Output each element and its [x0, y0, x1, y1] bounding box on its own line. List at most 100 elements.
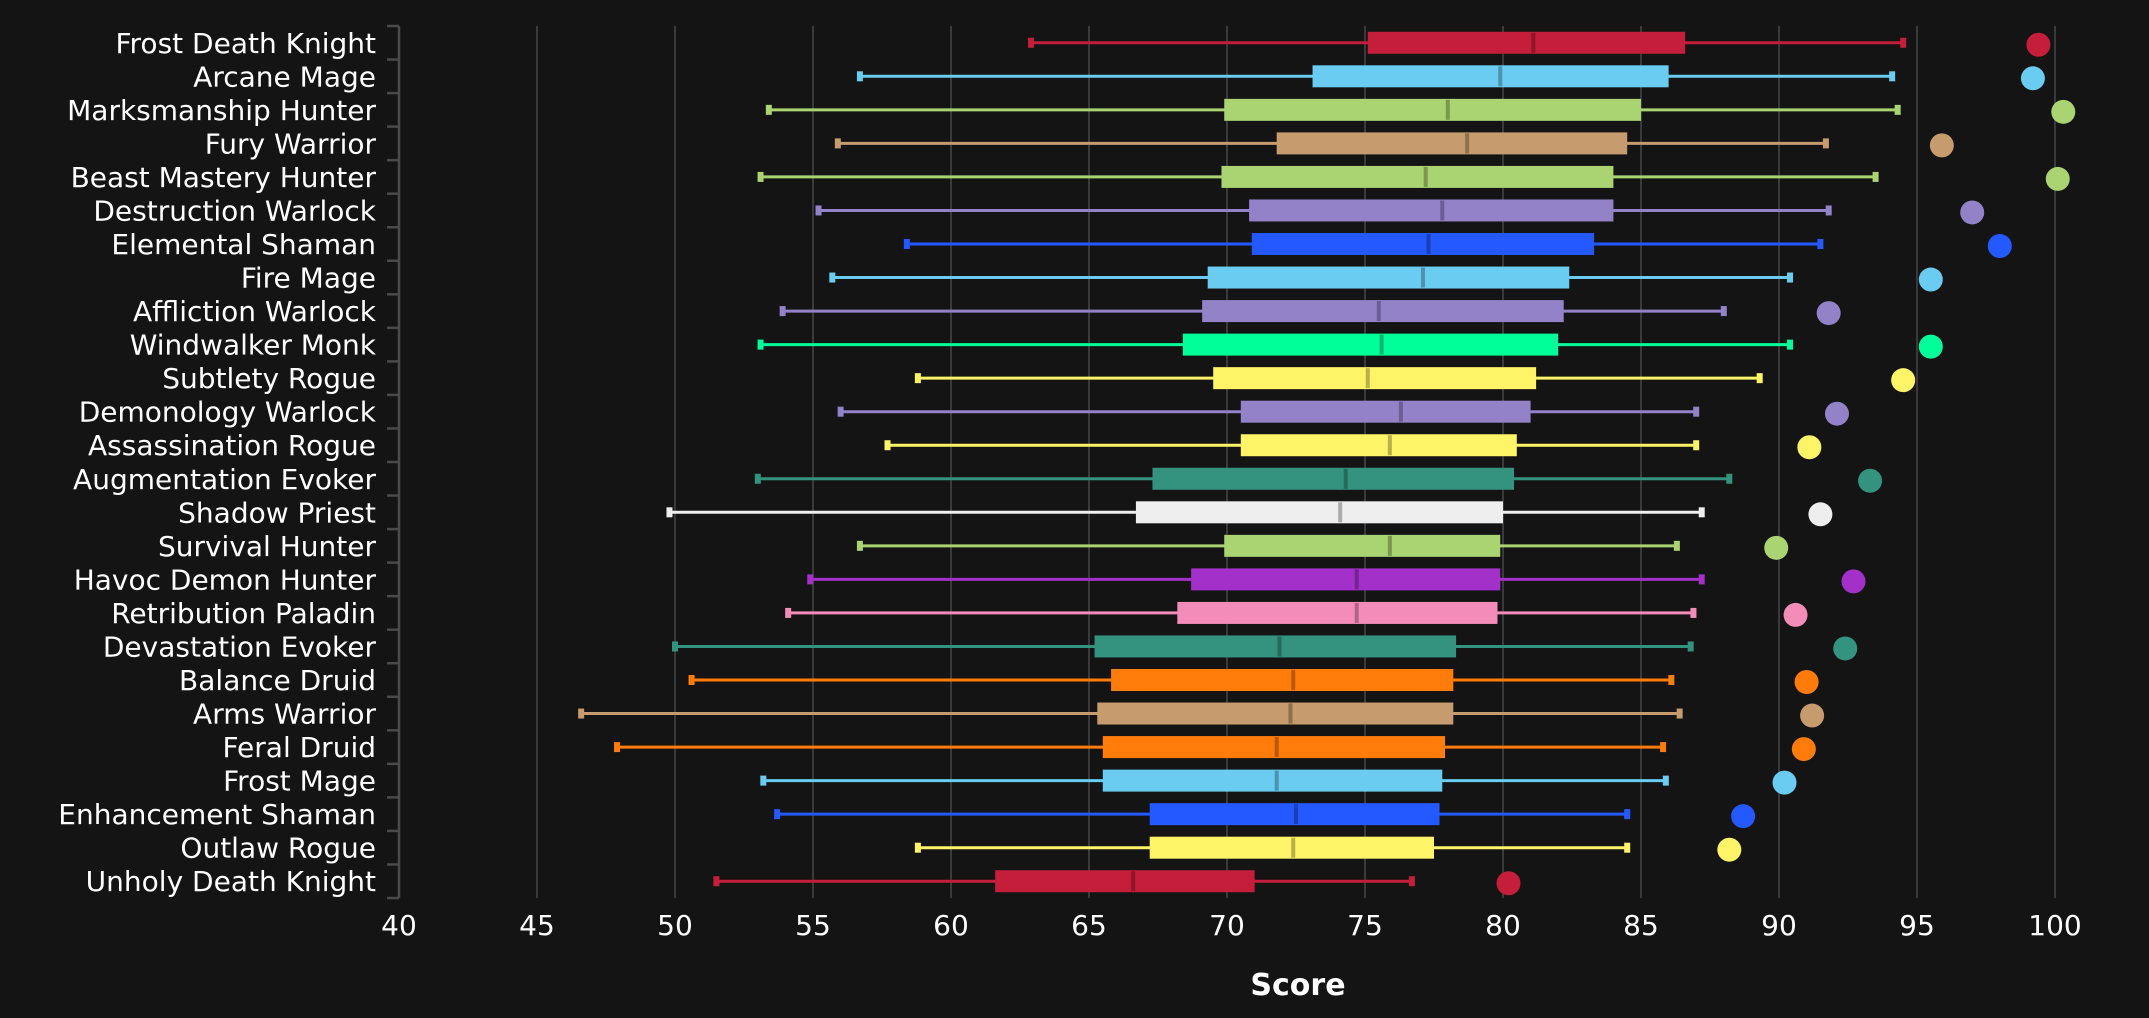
whisker-cap-low	[837, 406, 844, 417]
iqr-box	[1213, 367, 1537, 390]
x-tick-label: 45	[519, 909, 555, 942]
max-point	[1891, 368, 1916, 393]
whisker-cap-low	[807, 574, 814, 585]
whisker-cap-high	[1693, 440, 1700, 451]
whisker-cap-low	[666, 507, 673, 518]
iqr-box	[1202, 300, 1564, 323]
whisker-cap-high	[1698, 574, 1705, 585]
whisker-cap-low	[903, 239, 910, 249]
x-tick-label: 95	[1899, 909, 1935, 942]
max-point	[2051, 99, 2076, 124]
category-label: Arcane Mage	[193, 60, 376, 93]
y-axis	[387, 24, 401, 900]
median-line	[1274, 770, 1279, 791]
iqr-box	[1191, 568, 1501, 591]
x-axis-title: Score	[1250, 968, 1345, 1003]
category-label: Beast Mastery Hunter	[71, 161, 377, 194]
max-point	[1929, 133, 1954, 158]
whisker-cap-high	[1872, 171, 1879, 182]
boxplot-row	[914, 836, 1742, 862]
boxplot-row	[837, 400, 1849, 426]
median-line	[1445, 99, 1450, 120]
whisker-cap-low	[774, 809, 781, 820]
whisker-cap-low	[765, 104, 772, 115]
boxplot-row	[914, 367, 1916, 393]
median-line	[1398, 401, 1403, 422]
max-point	[1791, 737, 1816, 762]
x-tick-label: 50	[657, 909, 693, 942]
iqr-box	[1276, 132, 1628, 155]
iqr-box	[1097, 702, 1454, 725]
whisker-cap-low	[688, 675, 695, 685]
median-line	[1354, 569, 1359, 590]
whisker-cap-high	[1624, 842, 1631, 853]
max-point	[1816, 301, 1841, 326]
boxplot-row	[672, 635, 1858, 661]
whisker-cap-high	[1817, 239, 1824, 249]
iqr-box	[1240, 434, 1517, 457]
whisker-cap-low	[829, 272, 836, 283]
boxplot-row	[757, 333, 1943, 359]
whisker-cap-high	[1787, 339, 1794, 350]
max-point	[1794, 670, 1819, 694]
category-label: Subtlety Rogue	[162, 362, 376, 395]
category-label: Windwalker Monk	[130, 329, 377, 362]
whisker-cap-high	[1662, 775, 1669, 786]
whisker-cap-low	[914, 842, 921, 853]
whisker-cap-low	[757, 339, 764, 350]
whisker-cap-high	[1726, 473, 1733, 484]
category-label: Frost Death Knight	[115, 27, 376, 60]
category-label: Enhancement Shaman	[58, 798, 376, 831]
boxplot-row	[1028, 31, 2051, 57]
category-label: Destruction Warlock	[93, 194, 376, 227]
whisker-cap-low	[614, 742, 621, 753]
max-point	[1841, 569, 1866, 594]
boxplot-row	[884, 434, 1822, 460]
category-label: Balance Druid	[179, 664, 376, 697]
whisker-cap-high	[1889, 71, 1896, 82]
iqr-box	[1312, 65, 1669, 88]
iqr-box	[1111, 669, 1454, 691]
whisker-cap-high	[1900, 37, 1907, 48]
x-tick-label: 80	[1485, 909, 1521, 942]
median-line	[1387, 535, 1392, 556]
max-point	[2020, 66, 2045, 91]
x-tick-label: 100	[2028, 909, 2081, 942]
iqr-box	[1367, 31, 1686, 54]
iqr-box	[1182, 333, 1559, 356]
max-point	[1987, 234, 2012, 258]
category-label: Outlaw Rogue	[180, 832, 376, 865]
category-label: Retribution Paladin	[111, 597, 376, 630]
whisker-cap-high	[1673, 540, 1680, 551]
median-line	[1365, 368, 1370, 389]
whisker-cap-low	[815, 205, 822, 216]
whisker-cap-high	[1687, 641, 1694, 652]
whisker-cap-low	[578, 708, 585, 719]
category-label: Fire Mage	[241, 262, 376, 295]
boxplot-row	[765, 98, 2076, 124]
x-tick-label: 70	[1209, 909, 1245, 942]
whisker-cap-high	[1676, 708, 1683, 719]
category-label: Frost Mage	[223, 765, 376, 798]
median-line	[1274, 737, 1279, 758]
boxplot-row	[713, 870, 1521, 896]
whisker-cap-low	[1028, 37, 1035, 48]
boxplot-row	[760, 769, 1797, 795]
max-point	[1858, 468, 1883, 493]
boxplot-row	[779, 300, 1841, 326]
category-label: Feral Druid	[222, 731, 376, 764]
whisker-cap-low	[856, 71, 863, 82]
x-tick-label: 65	[1071, 909, 1107, 942]
whisker-cap-low	[856, 540, 863, 551]
whisker-cap-low	[672, 641, 678, 652]
median-line	[1288, 703, 1293, 724]
whisker-cap-high	[1693, 406, 1700, 417]
max-point	[2026, 32, 2051, 57]
whisker-cap-high	[1660, 742, 1667, 753]
boxplot-row	[785, 601, 1808, 627]
max-point	[1960, 200, 1985, 225]
max-point	[1731, 804, 1756, 829]
max-point	[1764, 535, 1789, 560]
